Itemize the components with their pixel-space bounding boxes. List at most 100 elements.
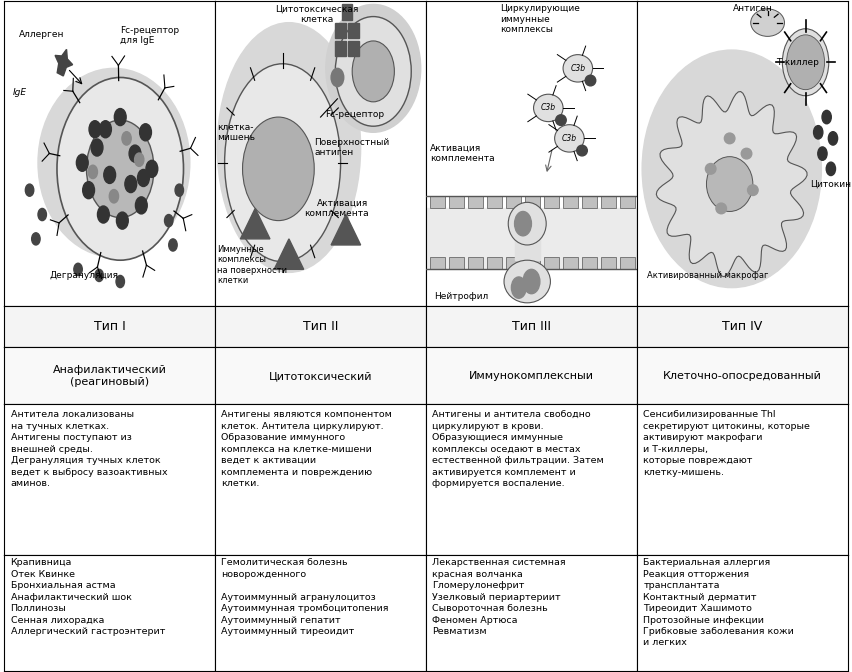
Bar	[544, 257, 559, 269]
Bar	[487, 257, 502, 269]
Text: Иммунокомплексныи: Иммунокомплексныи	[469, 371, 594, 381]
Text: Тип III: Тип III	[512, 320, 551, 333]
Ellipse shape	[747, 185, 758, 196]
Circle shape	[352, 41, 394, 102]
Text: Клеточно-опосредованный: Клеточно-опосредованный	[663, 371, 821, 381]
Circle shape	[135, 197, 147, 214]
Circle shape	[828, 132, 838, 145]
Text: С3b: С3b	[561, 134, 577, 143]
Bar	[449, 196, 464, 208]
Ellipse shape	[741, 149, 751, 159]
Bar	[506, 196, 521, 208]
Bar	[582, 257, 596, 269]
Text: Fc-рецептор
для IgE: Fc-рецептор для IgE	[120, 26, 180, 45]
Circle shape	[74, 263, 83, 276]
Bar	[525, 257, 540, 269]
Ellipse shape	[217, 23, 360, 272]
Ellipse shape	[716, 203, 727, 214]
Text: Лекарственная системная
красная волчанка
Гломерулонефрит
Узелковый периартериит
: Лекарственная системная красная волчанка…	[432, 558, 566, 636]
Text: Гемолитическая болезнь
новорожденного

Аутоиммунный агранулоцитоз
Аутоиммунная т: Гемолитическая болезнь новорожденного Ау…	[222, 558, 389, 636]
Circle shape	[100, 121, 112, 138]
Ellipse shape	[642, 50, 821, 288]
Bar	[469, 196, 483, 208]
Text: Сенсибилизированные Thl
секретируют цитокины, которые
активируют макрофаги
и Т-к: Сенсибилизированные Thl секретируют цито…	[643, 411, 810, 476]
Text: С3b: С3b	[541, 103, 556, 112]
Ellipse shape	[509, 202, 546, 245]
Circle shape	[91, 139, 103, 156]
Circle shape	[786, 35, 825, 89]
Ellipse shape	[556, 115, 567, 126]
Circle shape	[814, 126, 823, 139]
Text: Цитокины: Цитокины	[809, 179, 852, 189]
Text: Аллерген: Аллерген	[19, 30, 65, 40]
Circle shape	[77, 154, 89, 171]
Circle shape	[243, 117, 314, 220]
Circle shape	[57, 77, 183, 260]
Circle shape	[175, 184, 183, 196]
Text: Тип IV: Тип IV	[722, 320, 763, 333]
Bar	[426, 208, 637, 269]
Text: Цитотоксический: Цитотоксический	[269, 371, 372, 381]
Circle shape	[97, 206, 109, 223]
Circle shape	[26, 184, 34, 196]
Ellipse shape	[577, 145, 587, 156]
Polygon shape	[55, 49, 72, 76]
Circle shape	[523, 269, 540, 294]
Text: С3b: С3b	[570, 64, 585, 73]
Ellipse shape	[533, 94, 563, 122]
Bar	[487, 196, 502, 208]
Bar	[430, 257, 445, 269]
Text: Активация
комплемента: Активация комплемента	[303, 199, 368, 218]
Bar	[620, 257, 635, 269]
Circle shape	[140, 124, 152, 141]
Text: Анафилактический
(реагиновый): Анафилактический (реагиновый)	[53, 365, 167, 386]
Circle shape	[83, 181, 95, 199]
Text: Цитотоксическая
клетка: Цитотоксическая клетка	[274, 5, 358, 24]
Circle shape	[146, 161, 158, 177]
Ellipse shape	[325, 5, 421, 132]
Bar	[342, 5, 352, 19]
Text: Поверхностный
антиген: Поверхностный антиген	[314, 138, 389, 157]
Ellipse shape	[555, 125, 584, 152]
Bar	[515, 224, 540, 260]
Ellipse shape	[504, 260, 550, 303]
Bar	[336, 41, 346, 56]
Ellipse shape	[563, 54, 593, 82]
Polygon shape	[274, 239, 303, 269]
Circle shape	[87, 120, 154, 218]
Circle shape	[164, 214, 173, 226]
Text: Циркулирующие
иммунные
комплексы: Циркулирующие иммунные комплексы	[500, 5, 579, 34]
Text: Антигены и антитела свободно
циркулируют в крови.
Образующиеся иммунные
комплекс: Антигены и антитела свободно циркулируют…	[432, 411, 604, 488]
Bar	[601, 196, 616, 208]
Circle shape	[116, 276, 124, 288]
Circle shape	[169, 239, 177, 251]
Circle shape	[95, 269, 103, 282]
Circle shape	[104, 167, 116, 183]
Circle shape	[114, 109, 126, 126]
Bar	[563, 196, 578, 208]
Text: Иммунные
комплексы
на поверхности
клетки: Иммунные комплексы на поверхности клетки	[217, 245, 287, 285]
Circle shape	[125, 175, 136, 193]
Text: Fc-рецептор: Fc-рецептор	[325, 110, 384, 118]
Circle shape	[38, 208, 46, 220]
Ellipse shape	[751, 9, 785, 36]
Text: IgE: IgE	[13, 88, 26, 97]
Ellipse shape	[705, 163, 716, 174]
Ellipse shape	[724, 133, 735, 144]
Ellipse shape	[225, 64, 341, 261]
Bar	[506, 257, 521, 269]
Text: Тип II: Тип II	[302, 320, 338, 333]
Bar	[620, 196, 635, 208]
Text: Антигены являются компонентом
клеток. Антитела циркулируют.
Образование иммунног: Антигены являются компонентом клеток. Ан…	[222, 411, 392, 488]
Polygon shape	[656, 91, 807, 277]
Circle shape	[826, 162, 836, 175]
Polygon shape	[240, 208, 270, 239]
Bar	[469, 257, 483, 269]
Circle shape	[89, 121, 101, 138]
Text: Нейтрофил: Нейтрофил	[435, 292, 489, 301]
Text: Антитела локализованы
на тучных клетках.
Антигены поступают из
внешней среды.
Де: Антитела локализованы на тучных клетках.…	[10, 411, 167, 488]
Text: Дегрануляция: Дегрануляция	[50, 271, 119, 280]
Ellipse shape	[38, 69, 190, 257]
Bar	[563, 257, 578, 269]
Circle shape	[331, 69, 343, 87]
